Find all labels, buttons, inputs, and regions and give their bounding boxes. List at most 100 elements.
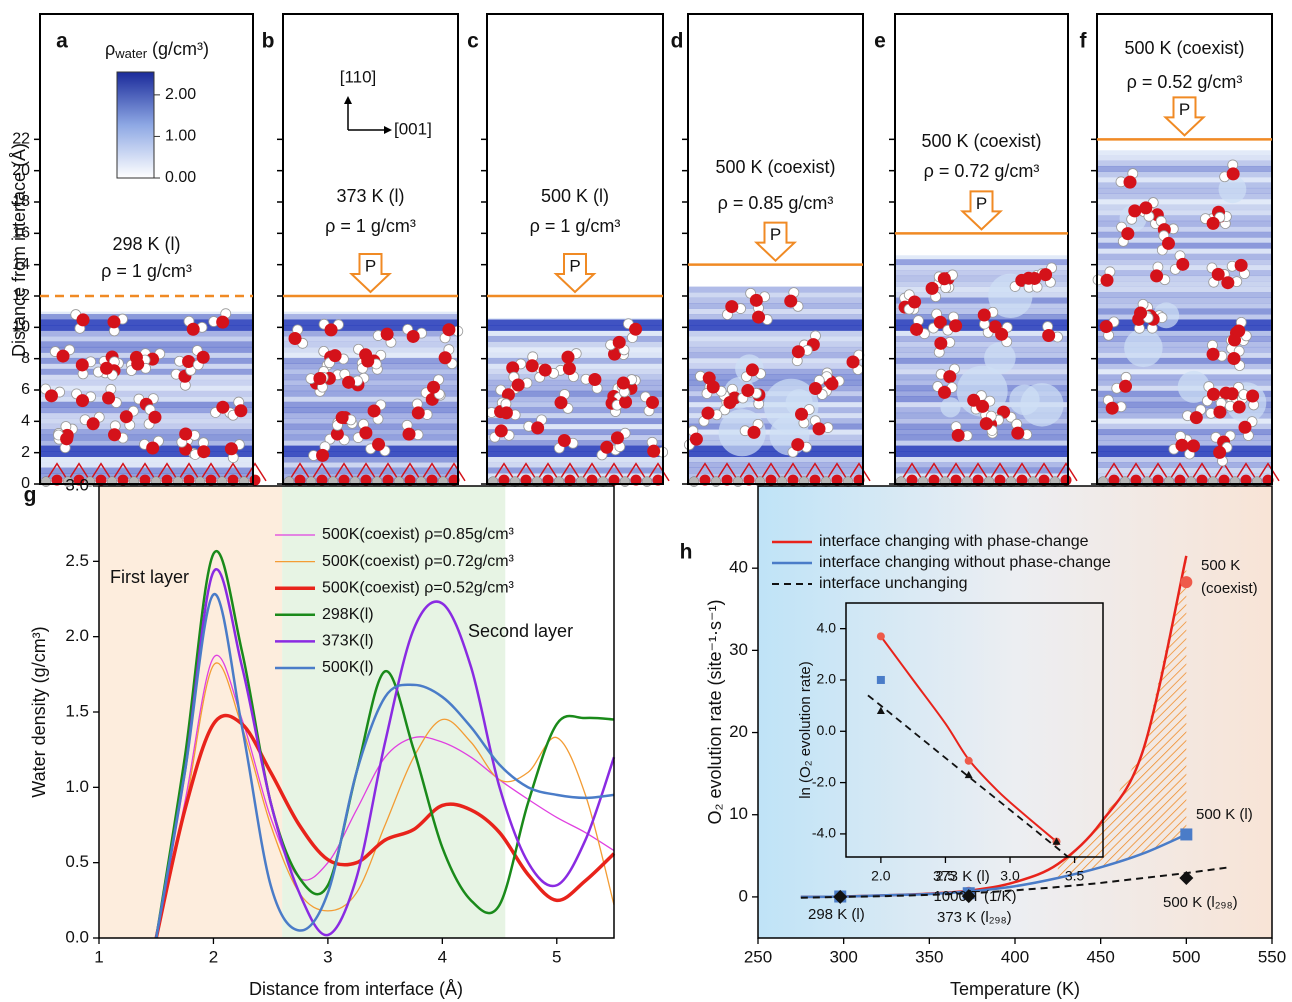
oxygen-atom [87, 417, 100, 430]
oxygen-atom [197, 445, 210, 458]
oxygen-atom [1239, 421, 1252, 434]
temperature-label: 500 K (l) [541, 186, 609, 206]
density-stripe [895, 292, 1068, 298]
oxygen-atom [442, 323, 455, 336]
substrate-atom [1164, 477, 1174, 487]
oxygen-atom [707, 380, 720, 393]
oxygen-atom [531, 421, 544, 434]
oxygen-atom [1176, 258, 1189, 271]
substrate-atom [394, 477, 404, 487]
density-stripe [895, 303, 1068, 309]
annotation: (coexist) [1201, 580, 1258, 597]
colorbar-subscript: water [114, 46, 147, 61]
colorbar-tick-label: 1.00 [165, 128, 196, 145]
substrate-atom [777, 477, 787, 487]
substrate-atom [843, 477, 853, 487]
density-stripe [895, 347, 1068, 353]
oxygen-atom [148, 411, 161, 424]
substrate-atom [306, 477, 316, 487]
density-stripe [688, 341, 863, 347]
panel-label: a [56, 30, 68, 53]
x-tick-label: 550 [1258, 947, 1286, 966]
density-stripe [1097, 292, 1272, 298]
oxygen-atom [1233, 401, 1246, 414]
substrate-atom [350, 477, 360, 487]
density-stripe [283, 336, 458, 342]
oxygen-atom [342, 376, 355, 389]
substrate-atom [1098, 477, 1108, 487]
annotation: 500 K [1201, 557, 1240, 574]
substrate-atom [984, 477, 994, 487]
density-stripe [688, 309, 863, 315]
oxygen-atom [1227, 167, 1240, 180]
oxygen-atom [316, 449, 329, 462]
oxygen-atom [146, 442, 159, 455]
density-stripe [1097, 358, 1272, 364]
y-tick-label: 1.5 [65, 701, 89, 720]
panel-label: d [671, 30, 684, 53]
substrate-atom [107, 477, 117, 487]
temperature-label: 373 K (l) [336, 186, 404, 206]
legend-label: 500K(coexist) ρ=0.52g/cm³ [322, 579, 515, 596]
substrate-atom [532, 477, 542, 487]
density-stripe [688, 336, 863, 342]
substrate-atom [1028, 477, 1038, 487]
density-stripe [688, 369, 863, 375]
oxygen-atom [600, 441, 613, 454]
density-stripe [688, 330, 863, 336]
oxygen-atom [76, 394, 89, 407]
oxygen-atom [60, 432, 73, 445]
density-stripe [895, 429, 1068, 435]
oxygen-atom [1121, 227, 1134, 240]
density-stripe [895, 358, 1068, 364]
substrate-atom [962, 477, 972, 487]
density-stripe [1097, 199, 1272, 205]
oxygen-atom [792, 345, 805, 358]
oxygen-atom [336, 411, 349, 424]
oxygen-atom [995, 328, 1008, 341]
substrate-atom [372, 477, 382, 487]
substrate-atom [151, 477, 161, 487]
y-tick-label: 4 [21, 413, 30, 430]
density-stripe [688, 292, 863, 298]
density-stripe [688, 325, 863, 331]
oxygen-atom [690, 433, 703, 446]
x-tick-label: 350 [915, 947, 943, 966]
figure: 298 K (l)ρ = 1 g/cm³a0246810121416182022… [0, 0, 1292, 1002]
oxygen-atom [216, 316, 229, 329]
x-tick-label: 2.0 [871, 868, 891, 884]
colorbar [117, 72, 154, 178]
y-tick-label: 0 [739, 886, 748, 905]
density-stripe [283, 320, 458, 326]
oxygen-atom [813, 422, 826, 435]
density-stripe [688, 451, 863, 457]
density-stripe [895, 440, 1068, 446]
substrate-atom [689, 477, 699, 487]
oxygen-atom [1190, 411, 1203, 424]
oxygen-atom [495, 424, 508, 437]
substrate-atom [1186, 477, 1196, 487]
x-tick-label: 2 [209, 947, 218, 966]
density-stripe [688, 303, 863, 309]
oxygen-atom [952, 429, 965, 442]
oxygen-atom [809, 382, 822, 395]
density-stripe [1097, 352, 1272, 358]
oxygen-atom [325, 323, 338, 336]
y-tick-label: 0.5 [65, 852, 89, 871]
point [965, 757, 973, 765]
annotation: 500 K (l) [1196, 806, 1253, 823]
oxygen-atom [1124, 176, 1137, 189]
density-stripe [283, 314, 458, 320]
density-stripe [688, 352, 863, 358]
oxygen-atom [179, 427, 192, 440]
density-stripe [688, 287, 863, 293]
x-tick-label: 4 [438, 947, 447, 966]
oxygen-atom [108, 428, 121, 441]
oxygen-atom [197, 351, 210, 364]
oxygen-atom [1119, 380, 1132, 393]
point [1180, 576, 1192, 588]
oxygen-atom [1246, 389, 1259, 402]
substrate-atom [195, 477, 205, 487]
oxygen-atom [313, 372, 326, 385]
y-tick-label: 10 [729, 804, 748, 823]
